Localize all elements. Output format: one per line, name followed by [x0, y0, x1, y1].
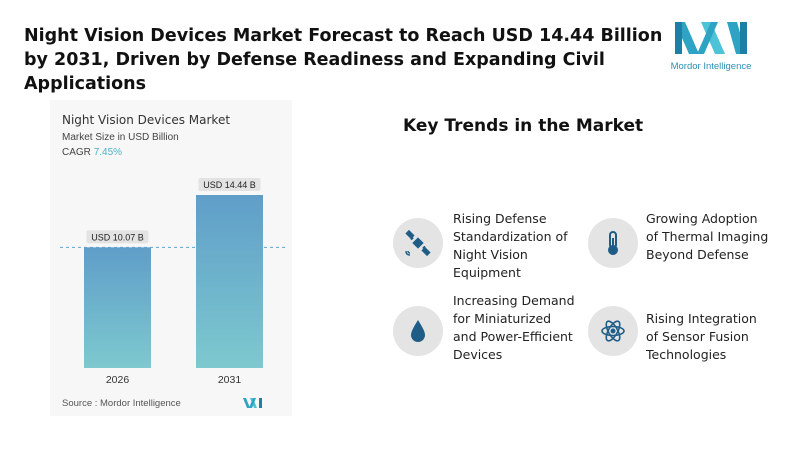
- cagr-value: 7.45%: [93, 147, 123, 158]
- bar-2031: [196, 195, 263, 368]
- mini-logo-icon: [243, 398, 262, 408]
- thermometer-icon: [608, 231, 618, 255]
- data-label-bg: [198, 178, 261, 191]
- trend-icon-container: [393, 306, 443, 356]
- data-label: USD 10.07 B: [91, 232, 144, 242]
- trend-icon-container: [588, 306, 638, 356]
- chart-cagr: CAGR 7.45%: [62, 147, 122, 158]
- chart-title: Night Vision Devices Market: [62, 113, 231, 127]
- page-title: Night Vision Devices Market Forecast to …: [24, 26, 663, 94]
- trend-label: Growing Adoption of Thermal Imaging Beyo…: [646, 211, 769, 262]
- logo-mark-icon: [675, 22, 747, 54]
- water-drop-icon: [411, 320, 425, 342]
- mordor-intelligence-logo: Mordor Intelligence: [666, 18, 756, 74]
- trend-icon-container: [588, 218, 638, 268]
- trend-icon-container: [393, 218, 443, 268]
- cagr-label: CAGR: [62, 147, 91, 158]
- trends-title: Key Trends in the Market: [403, 116, 644, 136]
- satellite-icon: [405, 229, 431, 257]
- atom-icon: [601, 320, 625, 342]
- data-label-bg: [86, 230, 149, 244]
- trend-label: Increasing Demand for Miniaturized and P…: [453, 293, 575, 362]
- trend-label: Rising Integration of Sensor Fusion Tech…: [646, 311, 757, 362]
- chart-subtitle: Market Size in USD Billion: [62, 132, 179, 143]
- trend-label: Rising Defense Standardization of Night …: [453, 211, 568, 280]
- chart-card: Night Vision Devices Market Market Size …: [50, 100, 292, 416]
- data-label: USD 14.44 B: [203, 180, 256, 190]
- x-tick-label: 2031: [218, 374, 242, 386]
- bar-chart: USD 10.07 B 2026 USD 14.44 B 2031: [60, 178, 288, 386]
- logo-text: Mordor Intelligence: [670, 61, 752, 72]
- x-tick-label: 2026: [106, 374, 130, 386]
- bar-2026: [84, 247, 151, 368]
- chart-source: Source : Mordor Intelligence: [62, 398, 181, 409]
